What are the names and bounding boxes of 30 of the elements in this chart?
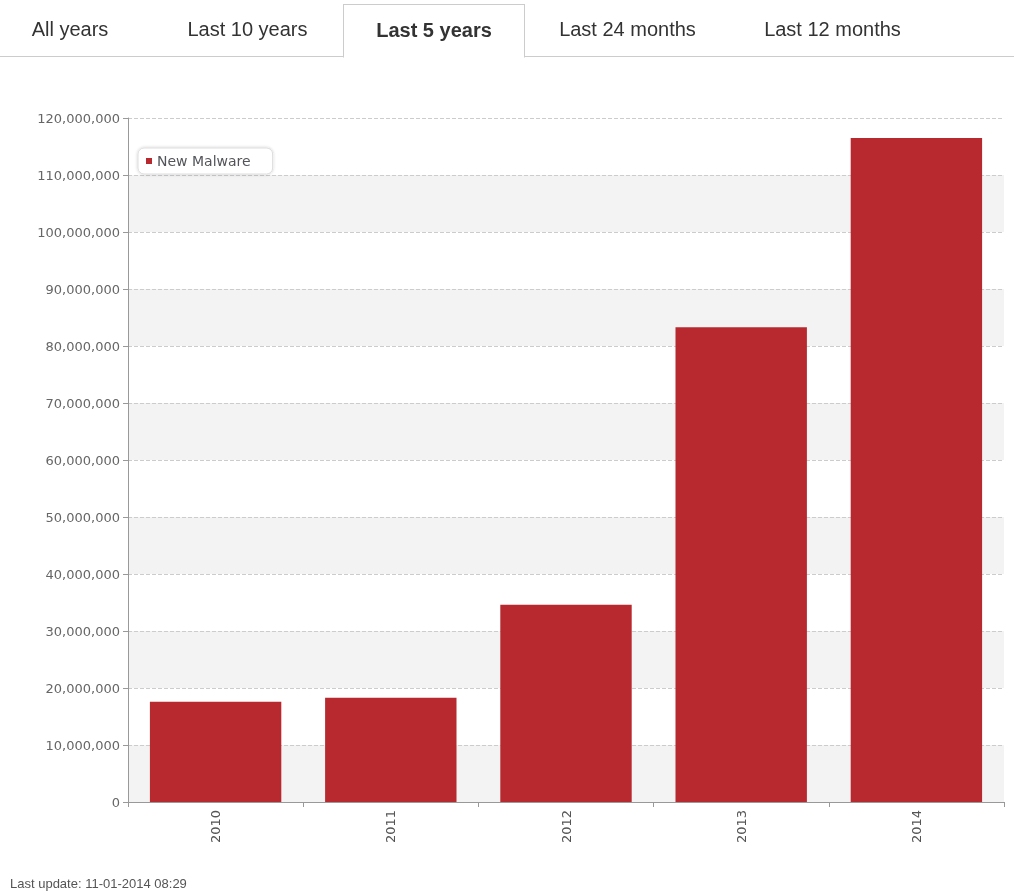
x-tick-label: 2011 [383,810,399,844]
y-tick-label: 70,000,000 [45,395,120,411]
y-tick-label: 80,000,000 [45,338,120,354]
y-tick-label: 100,000,000 [37,224,120,240]
y-tick-label: 20,000,000 [45,680,120,696]
x-tick-label: 2014 [908,810,924,844]
x-tick-label: 2013 [733,810,749,844]
text: All years [30,17,110,42]
y-tick-label: 90,000,000 [45,281,120,297]
y-tick-label: 10,000,000 [45,737,120,753]
text: Last 12 months [763,17,902,42]
y-tick-label: 120,000,000 [37,110,120,126]
bar [149,701,282,802]
text: Last 24 months [558,17,697,42]
bar [850,137,983,802]
y-tick-label: 60,000,000 [45,452,120,468]
x-tick-label: 2012 [558,810,574,844]
bar [325,697,457,802]
x-tick-label: 2010 [208,810,224,844]
bar [675,327,807,802]
y-tick-label: 50,000,000 [45,509,120,525]
legend-label: New Malware [157,153,251,169]
y-tick-label: 0 [111,794,120,810]
y-tick-label: 30,000,000 [45,623,120,639]
bar [500,604,632,802]
text: Last 10 years [186,17,309,42]
y-tick-label: 110,000,000 [37,167,120,183]
y-tick-label: 40,000,000 [45,566,120,582]
text: Last update: 11-01-2014 08:29 [10,876,187,891]
text: Last 5 years [343,4,525,58]
